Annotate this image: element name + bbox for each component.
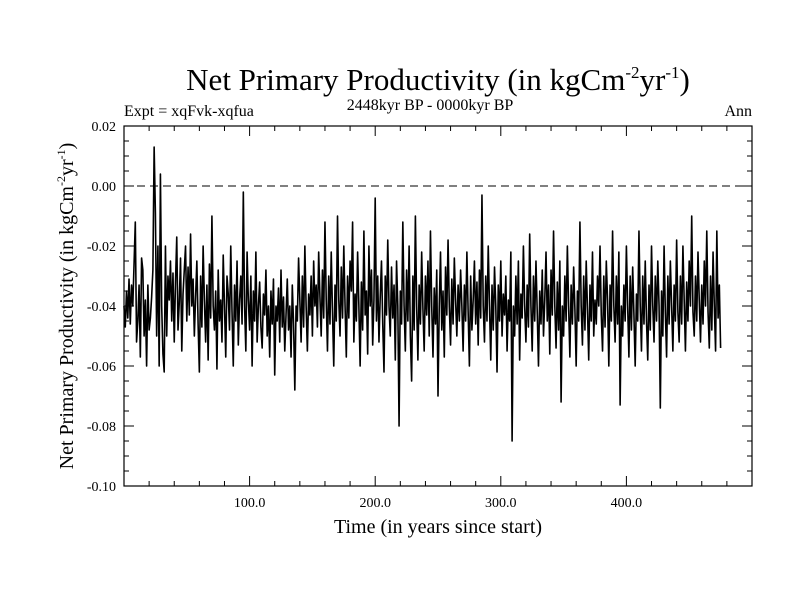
y-axis-label-exp2: -1 — [54, 149, 68, 159]
plot-frame — [123, 125, 753, 487]
chart-title-main: Net Primary Productivity (in kgCm — [186, 62, 625, 97]
y-tick-label: -0.08 — [87, 420, 116, 435]
chart-title: Net Primary Productivity (in kgCm-2yr-1) — [186, 62, 690, 97]
experiment-label: Expt = xqFvk-xqfua — [124, 103, 254, 120]
chart-title-exp2: -1 — [665, 63, 679, 82]
chart-title-close: ) — [679, 62, 689, 97]
x-axis-label: Time (in years since start) — [334, 516, 542, 538]
tick-labels-group: 100.0 200.0 300.0 400.0 -0.10 -0.08 -0.06 -0.04… — [87, 120, 642, 511]
y-tick-label: 0.02 — [92, 120, 117, 135]
chart-title-exp1: -2 — [625, 63, 639, 82]
x-tick-label: 100.0 — [234, 496, 266, 511]
x-tick-label: 400.0 — [611, 496, 643, 511]
y-tick-label: -0.02 — [87, 240, 116, 255]
ticks-group — [124, 125, 752, 487]
y-axis-label-close: ) — [56, 143, 78, 150]
y-tick-label: 0.00 — [92, 180, 117, 195]
season-label: Ann — [724, 103, 752, 120]
chart-title-yr: yr — [639, 62, 666, 97]
y-tick-label: -0.10 — [87, 480, 116, 495]
time-range-label: 2448kyr BP - 0000kyr BP — [347, 97, 514, 114]
y-tick-label: -0.04 — [87, 300, 116, 315]
y-axis-label: Net Primary Productivity (in kgCm-2yr-1) — [54, 143, 78, 470]
series-line-0 — [123, 146, 722, 442]
x-tick-label: 300.0 — [485, 496, 517, 511]
x-tick-label: 200.0 — [359, 496, 391, 511]
y-axis-label-main: Net Primary Productivity (in kgCm — [56, 186, 78, 470]
y-tick-label: -0.06 — [87, 360, 116, 375]
y-axis-label-exp1: -2 — [54, 176, 68, 186]
y-axis-label-yr: yr — [56, 159, 78, 176]
series-group — [123, 146, 722, 442]
